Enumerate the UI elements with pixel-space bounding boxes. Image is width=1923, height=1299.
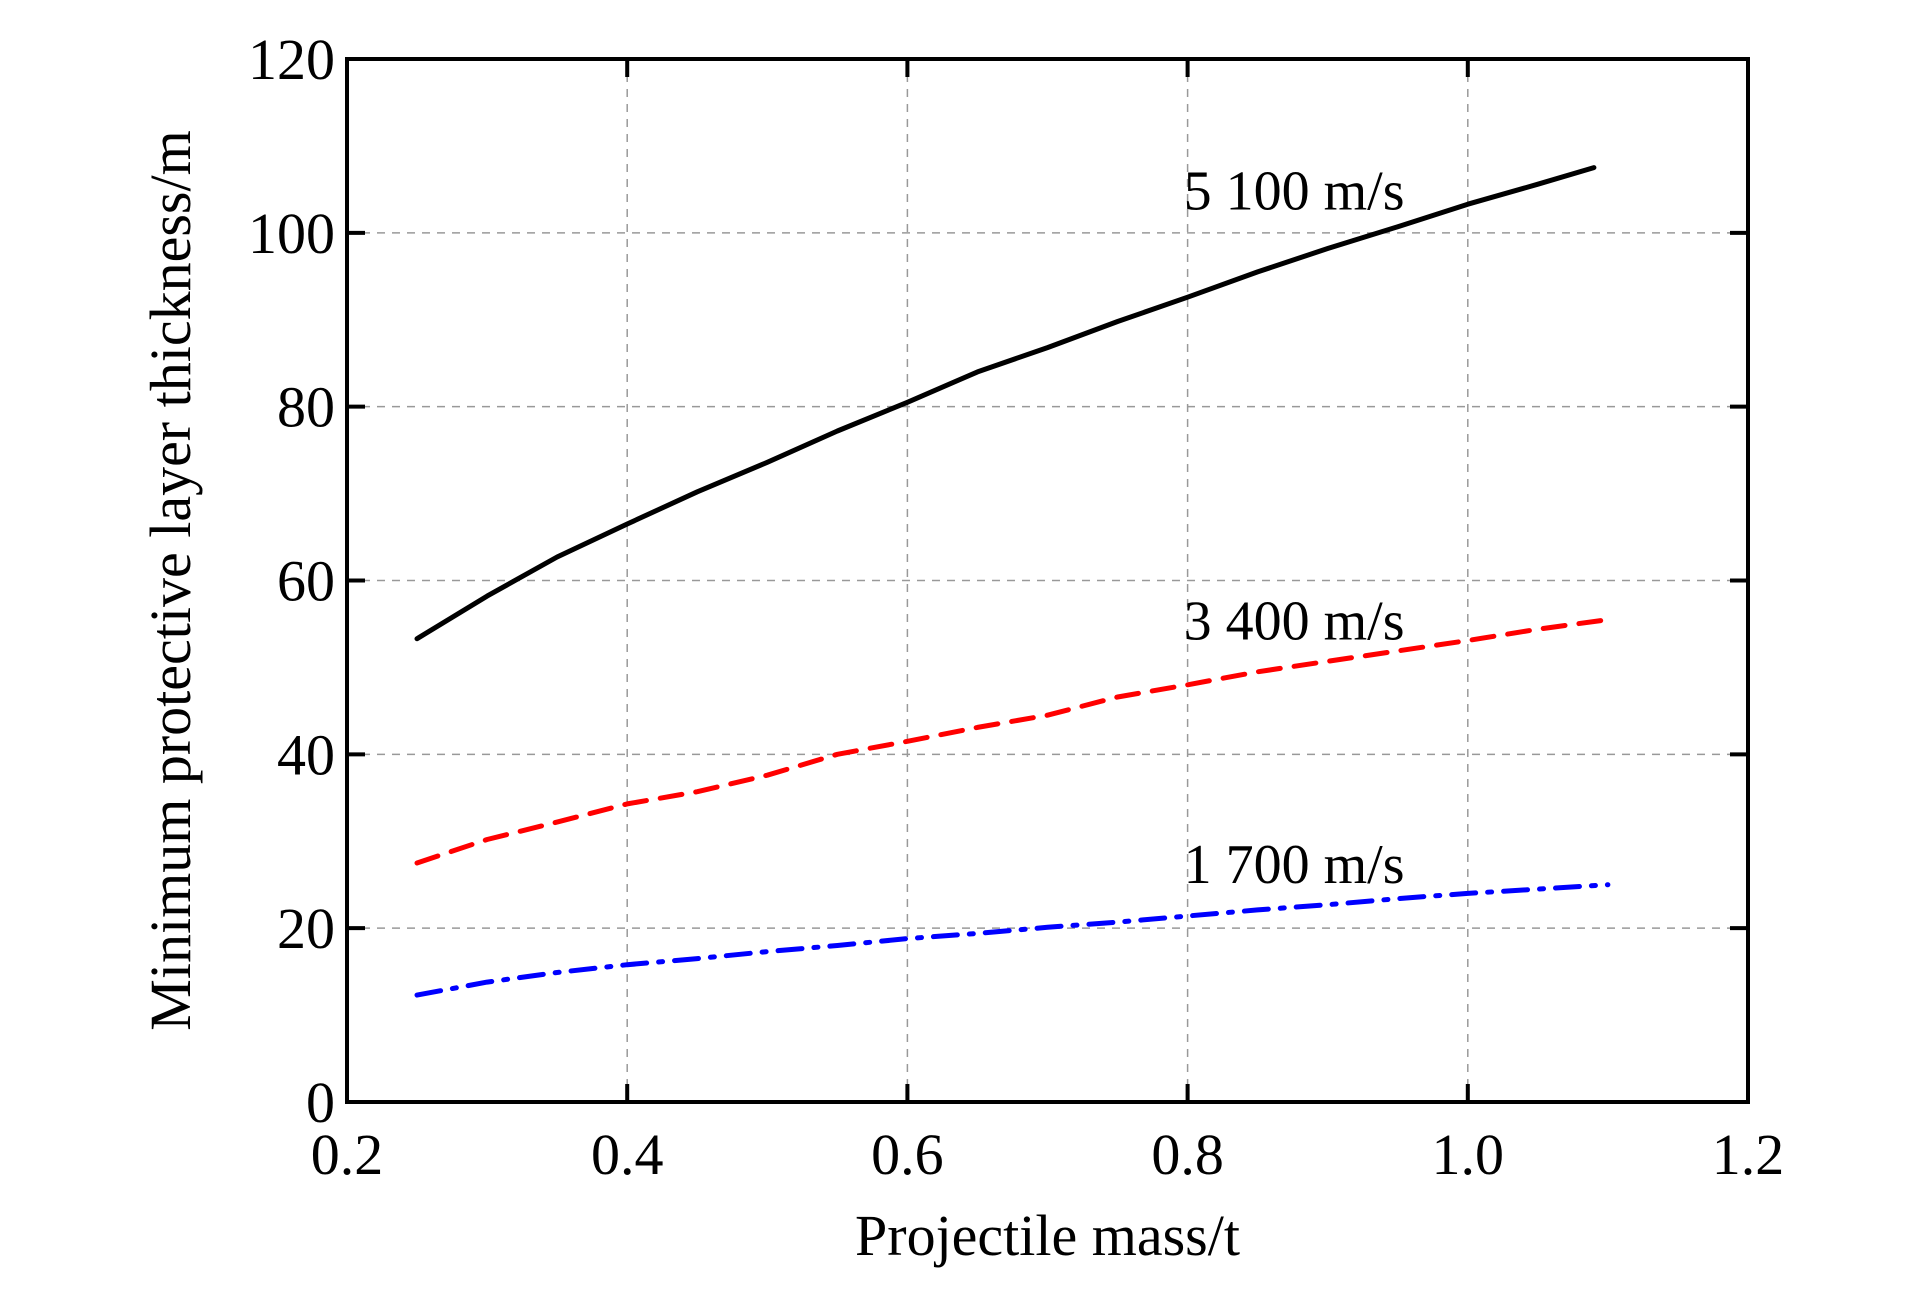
series-group (414, 165, 1611, 998)
x-axis-title: Projectile mass/t (855, 1203, 1240, 1268)
y-tick-label: 20 (277, 896, 335, 961)
y-tick-label: 40 (277, 722, 335, 787)
x-tick-label: 1.2 (1712, 1122, 1785, 1187)
ticks (345, 57, 1750, 1104)
series-line-2 (414, 617, 1611, 866)
y-tick-label: 120 (248, 27, 335, 92)
tick-labels: 0.2 0.4 0.6 0.8 1.0 1.2 0 20 40 60 80 100 120 (248, 27, 1784, 1187)
series-annotation-1: 5 100 m/s (1184, 160, 1405, 222)
series-line-1 (414, 165, 1597, 642)
annotations: 5 100 m/s 3 400 m/s 1 700 m/s (1184, 160, 1405, 896)
y-tick-label: 100 (248, 201, 335, 266)
series-annotation-2: 3 400 m/s (1184, 591, 1405, 653)
x-tick-label: 0.8 (1151, 1122, 1224, 1187)
x-tick-label: 0.2 (311, 1122, 384, 1187)
x-tick-label: 0.6 (871, 1122, 944, 1187)
x-tick-label: 1.0 (1432, 1122, 1505, 1187)
y-tick-label: 80 (277, 375, 335, 440)
y-tick-label: 60 (277, 549, 335, 614)
series-line-3 (414, 882, 1611, 998)
y-axis-title: Minimum protective layer thickness/m (138, 130, 203, 1030)
series-annotation-3: 1 700 m/s (1184, 834, 1405, 896)
x-tick-label: 0.4 (591, 1122, 664, 1187)
y-tick-label: 0 (306, 1070, 335, 1135)
grid (347, 59, 1748, 1102)
